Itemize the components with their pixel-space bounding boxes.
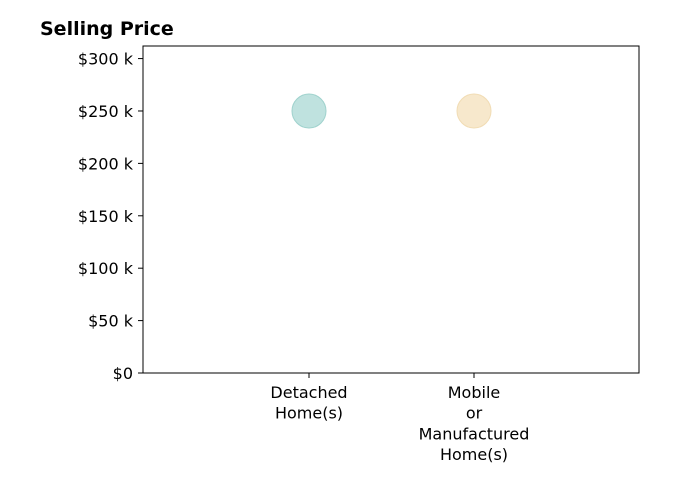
x-tick-label: Manufactured (419, 424, 530, 443)
x-tick-label: Home(s) (440, 445, 508, 464)
y-tick-label: $0 (113, 364, 133, 383)
x-tick-label: Detached (270, 383, 347, 402)
data-point (456, 93, 492, 129)
x-tick-label: or (466, 404, 483, 423)
y-tick-label: $250 k (78, 102, 134, 121)
y-tick-label: $150 k (78, 207, 134, 226)
y-tick-label: $300 k (78, 50, 134, 69)
x-tick-label: Mobile (448, 383, 500, 402)
y-tick-label: $200 k (78, 154, 134, 173)
data-point (291, 93, 327, 129)
y-tick-label: $100 k (78, 259, 134, 278)
chart-title: Selling Price (40, 18, 174, 40)
data-points (291, 93, 492, 129)
plot-frame (142, 45, 640, 374)
x-tick-label: Home(s) (275, 404, 343, 423)
y-axis: $0 $50 k $100 k $150 k $200 k $250 k $300 k (78, 50, 143, 383)
y-tick-label: $50 k (88, 312, 134, 331)
